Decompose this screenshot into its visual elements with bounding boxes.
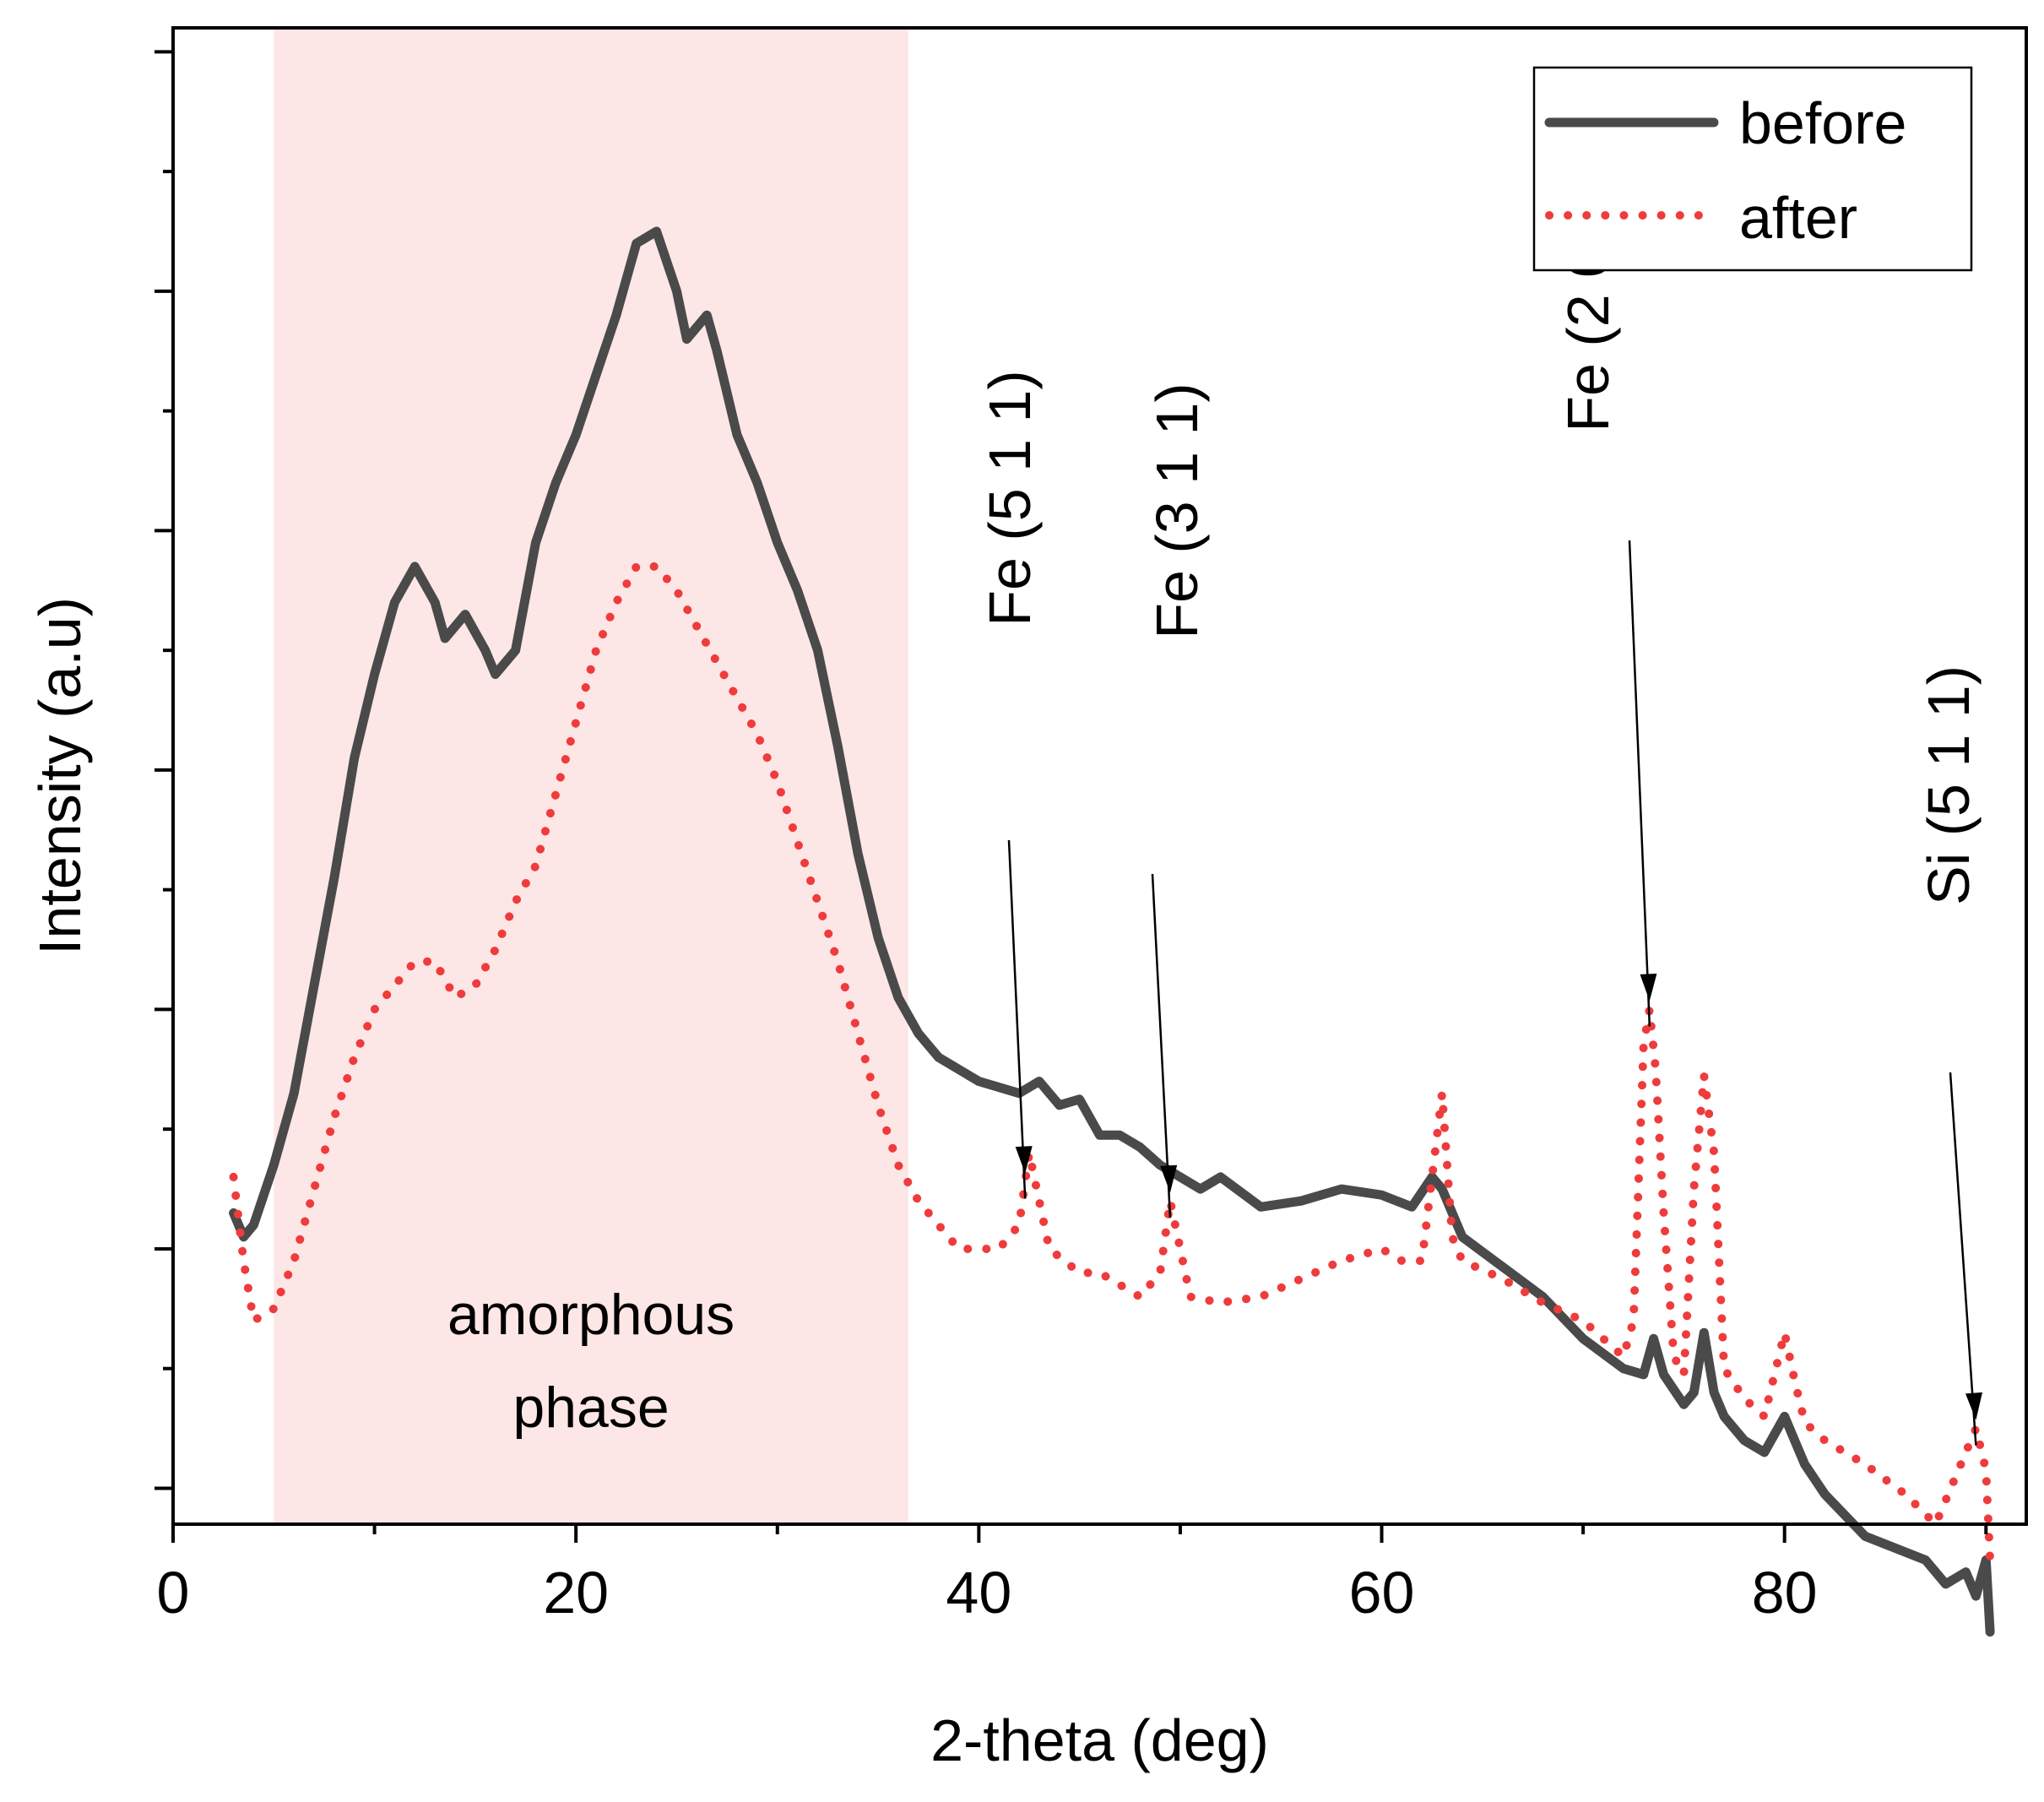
peak-label-0: Fe (5 1 1): [977, 370, 1043, 626]
peak-arrowhead-2: [1640, 974, 1657, 1001]
series-line-before: [229, 226, 1995, 1637]
peak-arrow-3: [1949, 1072, 1977, 1446]
x-tick-label-2: 40: [946, 1560, 1011, 1626]
legend-label-after: after: [1739, 185, 1857, 251]
x-axis-label: 2-theta (deg): [930, 1707, 1269, 1773]
amorphous-region: [274, 30, 908, 1522]
x-tick-label-0: 0: [157, 1560, 190, 1626]
series-line-after: [229, 562, 1995, 1565]
peak-arrow-0: [1007, 839, 1027, 1199]
x-tick-label-1: 20: [543, 1560, 609, 1626]
y-axis-label: Intensity (a.u): [27, 597, 93, 955]
series-layer: [229, 226, 1995, 1637]
x-tick-label-3: 60: [1349, 1560, 1415, 1626]
plot-frame: [171, 26, 2028, 1526]
peak-label-3: Si (5 1 1): [1916, 665, 1982, 905]
legend-label-before: before: [1739, 90, 1906, 156]
peak-arrow-1: [1151, 873, 1172, 1219]
legend-box: [1532, 66, 1973, 272]
shaded-region-group: amorphous phase: [274, 30, 908, 1522]
annotation-layer: Fe (5 1 1) Fe (3 1 1)Fe (2 0 0)Si (5 1 1): [977, 176, 1982, 1446]
amorphous-label-line-2: phase: [512, 1376, 669, 1440]
peak-arrowhead-1: [1160, 1164, 1178, 1193]
amorphous-label-line-1: amorphous: [447, 1283, 735, 1347]
peak-arrowhead-0: [1015, 1146, 1033, 1174]
peak-arrowhead-3: [1965, 1392, 1982, 1420]
legend: before after: [1532, 66, 1973, 272]
peak-arrow-2: [1628, 540, 1651, 1027]
peak-label-1: Fe (3 1 1): [1144, 383, 1210, 638]
x-tick-label-4: 80: [1752, 1560, 1818, 1626]
ticks-layer: 0 20 40 60 80: [155, 50, 1988, 1626]
